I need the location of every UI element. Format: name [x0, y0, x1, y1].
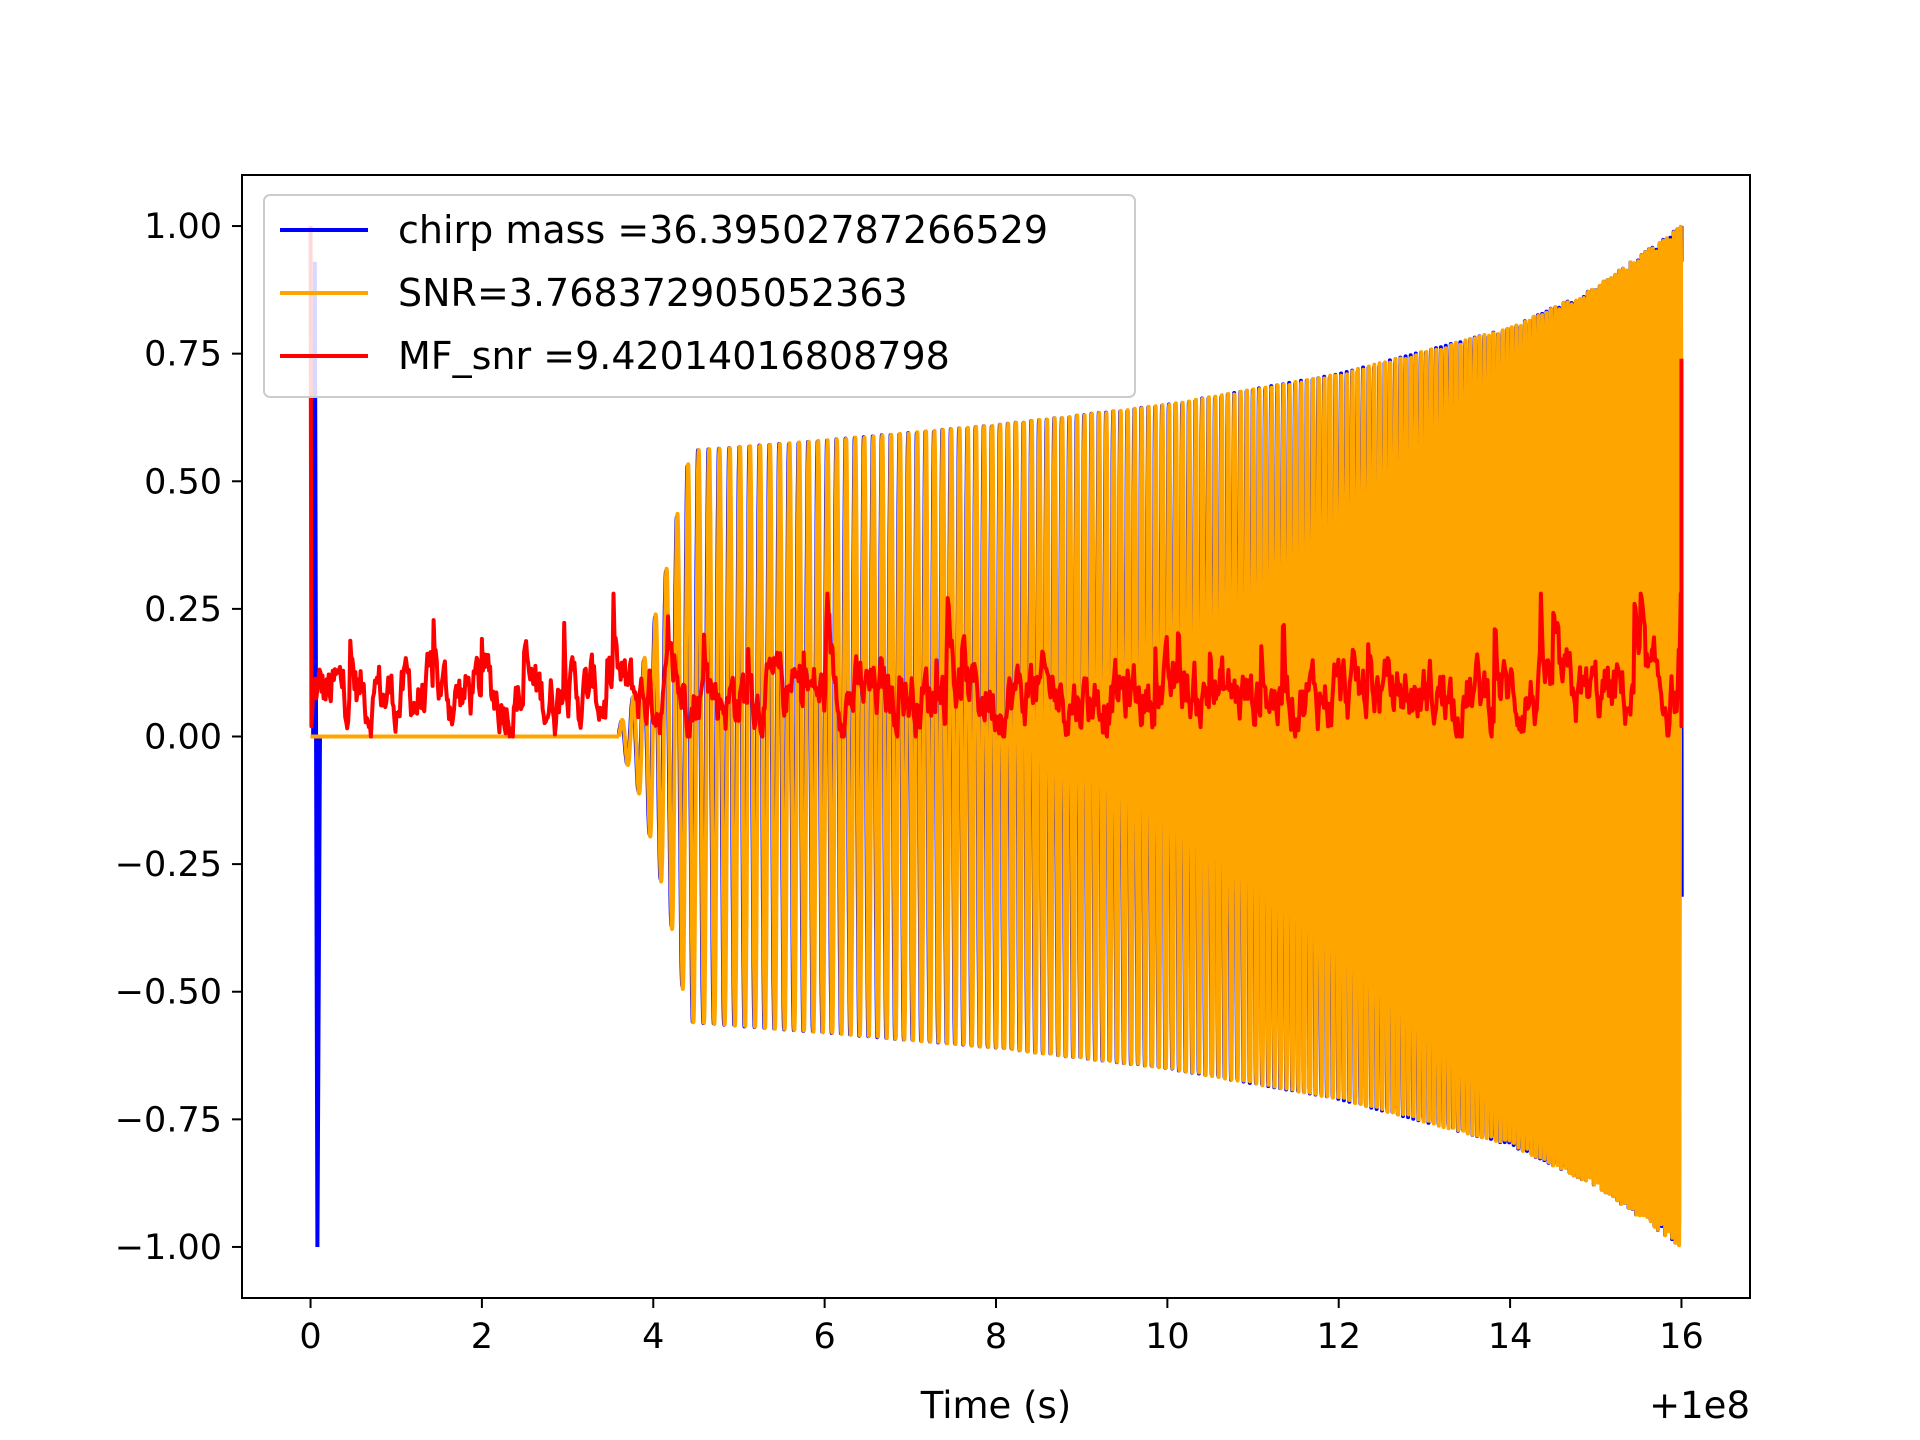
series-mf-snr: [308, 226, 1684, 739]
x-axis-title: Time (s): [920, 1384, 1071, 1427]
legend-label-mf-snr: MF_snr =9.42014016808798: [398, 334, 950, 378]
x-tick-label: 2: [471, 1317, 493, 1357]
x-tick-label: 8: [985, 1317, 1007, 1357]
x-tick-label: 14: [1488, 1317, 1533, 1357]
y-tick-label: 0.75: [144, 335, 222, 375]
series-chirp-mass-spike: [311, 261, 322, 1247]
x-tick-label: 4: [642, 1317, 664, 1357]
x-axis: 0 2 4 6 8 10 12 14 16: [299, 1298, 1704, 1357]
legend-label-chirp-mass: chirp mass =36.39502787266529: [398, 208, 1048, 252]
y-tick-label: 0.25: [144, 590, 222, 630]
y-tick-label: 1.00: [144, 207, 222, 247]
x-tick-label: 16: [1659, 1317, 1704, 1357]
x-tick-label: 10: [1145, 1317, 1190, 1357]
y-tick-label: 0.00: [144, 718, 222, 758]
legend: chirp mass =36.39502787266529 SNR=3.7683…: [263, 194, 1136, 398]
x-tick-label: 12: [1316, 1317, 1361, 1357]
series-layer: [308, 224, 1684, 1248]
legend-label-snr: SNR=3.768372905052363: [398, 271, 908, 315]
x-tick-label: 0: [299, 1317, 321, 1357]
y-tick-label: 0.50: [144, 462, 222, 502]
y-tick-label: −0.75: [115, 1100, 222, 1140]
y-axis: 1.00 0.75 0.50 0.25 0.00 −0.25 −0.50 −0.75 −1.00: [115, 207, 242, 1268]
x-axis-offset-label: +1e8: [1649, 1384, 1750, 1427]
x-tick-label: 6: [813, 1317, 835, 1357]
legend-box: [263, 194, 1136, 398]
y-tick-label: −0.50: [115, 973, 222, 1013]
y-tick-label: −1.00: [115, 1228, 222, 1268]
y-tick-label: −0.25: [115, 845, 222, 885]
